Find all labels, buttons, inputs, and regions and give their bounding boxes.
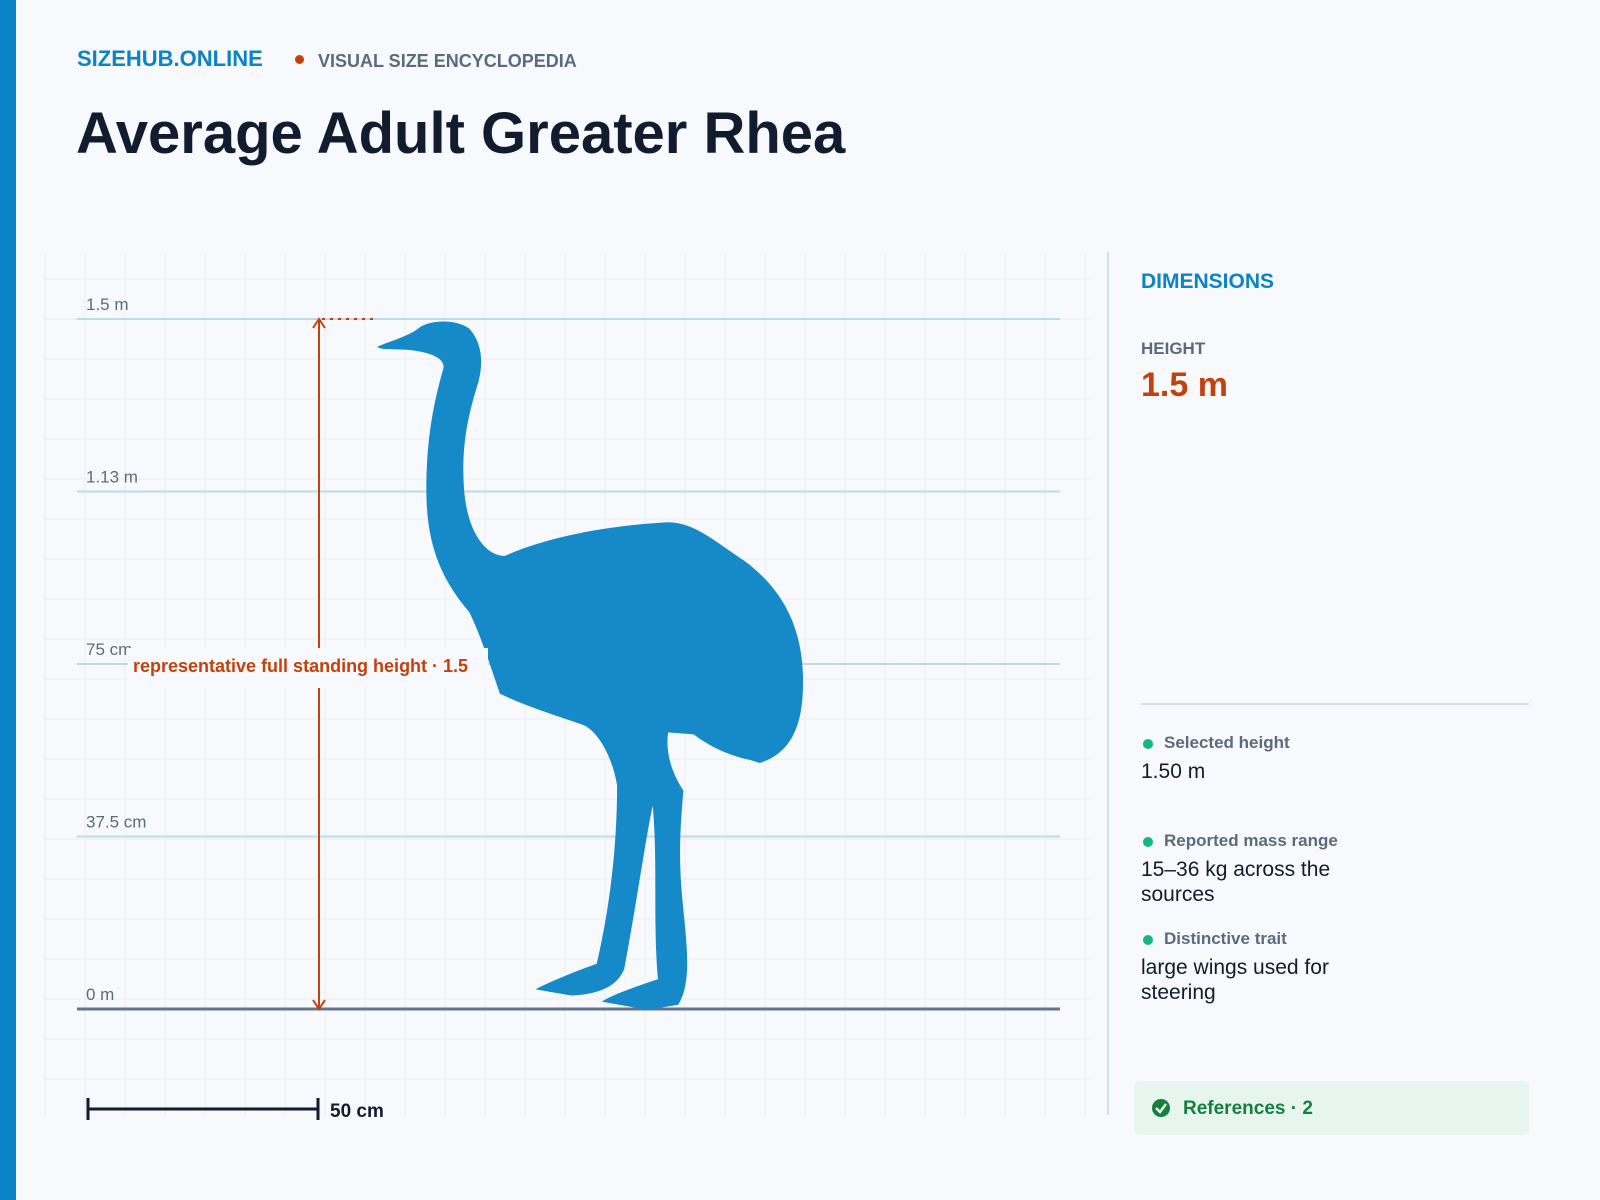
fact-label: Selected height [1164, 733, 1290, 752]
fact-value: large wings used for steering [1141, 956, 1329, 1004]
tagline: VISUAL SIZE ENCYCLOPEDIA [318, 51, 577, 71]
height-value: 1.5 m [1141, 366, 1228, 404]
accent-bar [0, 0, 16, 1200]
annotation-bg [128, 648, 488, 688]
scale-label: 1.13 m [86, 468, 138, 487]
fact-label: Reported mass range [1164, 831, 1338, 850]
page-title: Average Adult Greater Rhea [76, 101, 846, 166]
fact-label: Distinctive trait [1164, 929, 1287, 948]
brand[interactable]: SIZEHUB.ONLINE [77, 46, 263, 71]
fact-dot [1143, 837, 1153, 847]
divider [1141, 703, 1529, 705]
fact-dot [1143, 935, 1153, 945]
rhea-silhouette [377, 321, 804, 1010]
scale-bar [86, 1098, 320, 1120]
sidebar-heading: DIMENSIONS [1141, 270, 1275, 293]
scale-label: 0 m [86, 985, 114, 1004]
scale-label: 75 cm [86, 640, 132, 659]
separator-dot [295, 55, 304, 64]
annotation: representative full standing height · 1.… [133, 656, 468, 676]
references-box[interactable] [1134, 1081, 1529, 1135]
references[interactable]: References · 2 [1183, 1098, 1313, 1119]
fact-value: 1.50 m [1141, 760, 1206, 783]
scale-label: 37.5 cm [86, 813, 146, 832]
scale-bar-label: 50 cm [330, 1101, 384, 1122]
fact-value: 15–36 kg across the sources [1141, 858, 1331, 906]
fact-dot [1143, 739, 1153, 749]
scale-label: 1.5 m [86, 295, 129, 314]
height-label: HEIGHT [1141, 339, 1206, 358]
arrow-heads [312, 317, 326, 1011]
